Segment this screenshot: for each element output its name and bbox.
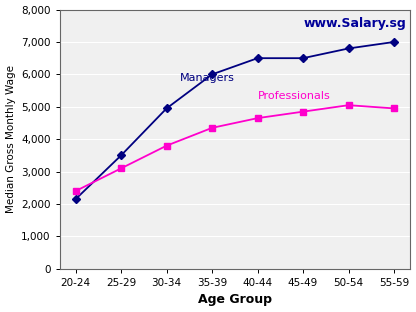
Professionals xyxy=(73,189,78,193)
Line: Managers: Managers xyxy=(73,39,397,202)
Professionals xyxy=(346,103,351,107)
Managers xyxy=(73,197,78,201)
Professionals xyxy=(164,144,169,148)
Professionals xyxy=(255,116,260,120)
Professionals xyxy=(210,126,215,130)
Managers xyxy=(391,40,396,44)
Professionals xyxy=(300,110,305,114)
Text: Professionals: Professionals xyxy=(258,91,330,101)
Line: Professionals: Professionals xyxy=(73,102,397,194)
Managers xyxy=(210,72,215,76)
Managers xyxy=(346,46,351,50)
Managers xyxy=(300,56,305,60)
Managers xyxy=(255,56,260,60)
Managers xyxy=(164,106,169,110)
Y-axis label: Median Gross Monthly Wage: Median Gross Monthly Wage xyxy=(5,65,15,213)
X-axis label: Age Group: Age Group xyxy=(198,294,272,306)
Professionals xyxy=(391,106,396,110)
Professionals xyxy=(119,167,124,170)
Text: www.Salary.sg: www.Salary.sg xyxy=(304,17,406,30)
Managers xyxy=(119,154,124,157)
Text: Managers: Managers xyxy=(180,73,235,83)
